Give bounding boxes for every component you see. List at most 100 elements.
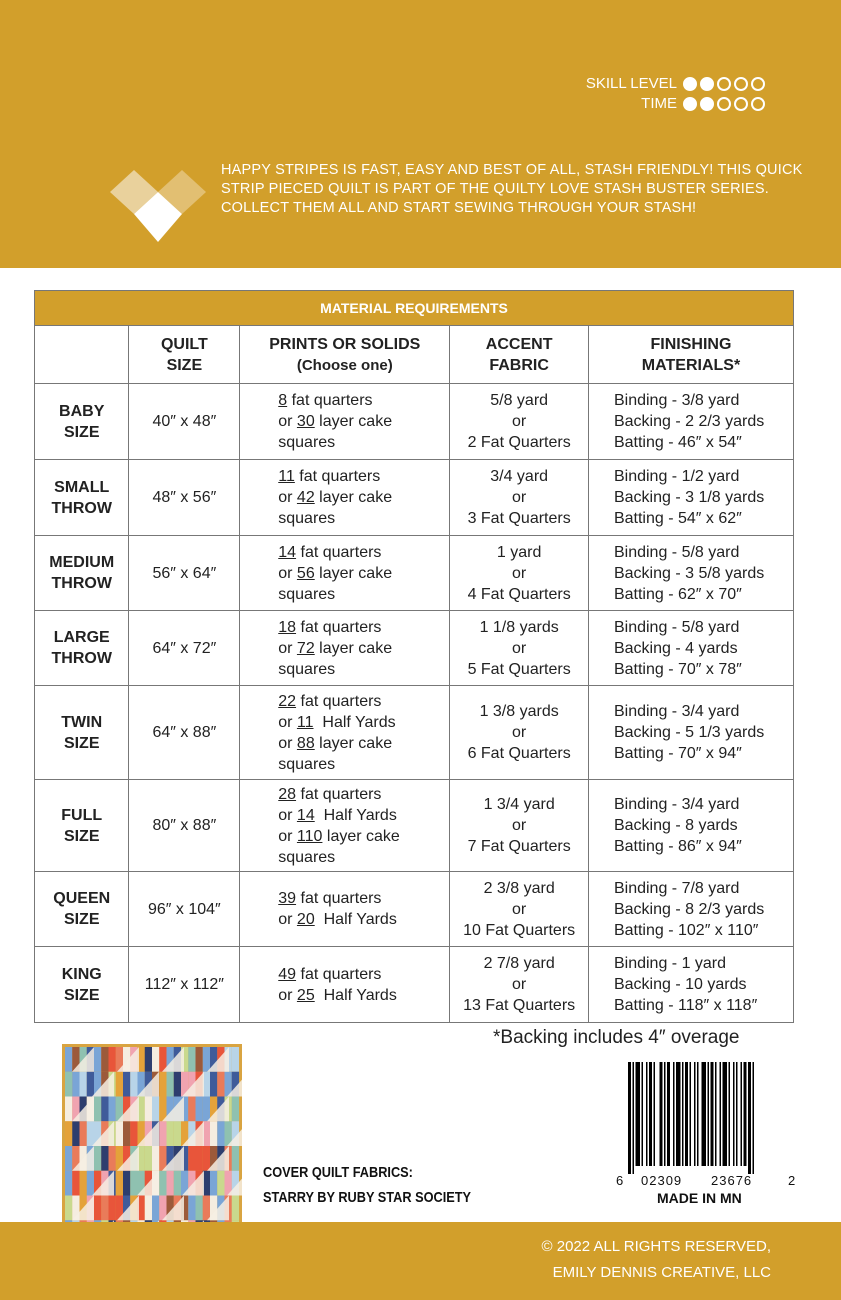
quilt-strip bbox=[94, 1047, 102, 1072]
quilt-size-cell: 48″ x 56″ bbox=[128, 459, 241, 536]
fabric-count: 11 bbox=[278, 468, 295, 485]
quilt-strip bbox=[72, 1170, 80, 1196]
cell-line: Binding - 1 yard bbox=[613, 955, 727, 972]
quilt-strip bbox=[79, 1071, 87, 1097]
table-row: MEDIUM THROW 56″ x 64″ 14 fat quarters or 56… bbox=[33, 535, 795, 611]
column-header: QUILT SIZE bbox=[128, 325, 241, 384]
quilt-strip bbox=[188, 1071, 196, 1097]
quilt-strip bbox=[166, 1195, 174, 1221]
cell-line: Backing - 3 5/8 yards bbox=[613, 564, 765, 582]
quilt-strip bbox=[72, 1121, 80, 1147]
quilt-strip bbox=[217, 1170, 225, 1196]
barcode-bar bbox=[719, 1062, 721, 1166]
quilt-strip bbox=[188, 1195, 196, 1221]
cell-text: Half Yards bbox=[314, 806, 397, 824]
column-header bbox=[33, 325, 130, 384]
quilt-strip bbox=[123, 1096, 131, 1122]
quilt-strip bbox=[72, 1047, 80, 1072]
cell-line: squares bbox=[278, 847, 449, 868]
finishing-cell: Binding - 7/8 yard Backing - 8 2/3 yards B… bbox=[587, 871, 795, 947]
quilt-strip bbox=[188, 1121, 196, 1147]
quilt-strip bbox=[224, 1071, 232, 1097]
quilt-strip bbox=[202, 1121, 211, 1147]
skill-level: SKILL LEVEL bbox=[586, 75, 765, 92]
cell-line: 5/8 yard bbox=[490, 392, 549, 409]
cell-text: Half Yards bbox=[313, 713, 396, 731]
quilt-triangle bbox=[162, 1146, 184, 1171]
barcode-bar bbox=[685, 1062, 688, 1166]
cell-line: 1 3/8 yards bbox=[479, 703, 559, 720]
size-name-cell: QUEEN SIZE bbox=[33, 871, 130, 947]
cell-line: 11 fat quarters bbox=[278, 466, 449, 487]
cell-line: or 30 layer cake bbox=[278, 411, 449, 432]
barcode-bar bbox=[646, 1062, 648, 1166]
barcode-bar bbox=[689, 1062, 691, 1166]
cell-line: THROW bbox=[51, 650, 112, 667]
cell-text: layer cake bbox=[314, 489, 393, 506]
quilt-strip bbox=[86, 1071, 95, 1097]
cell-line: squares bbox=[278, 432, 449, 453]
fabric-count: 11 bbox=[296, 713, 314, 731]
cell-line: or 88 layer cake bbox=[278, 733, 449, 754]
quilt-strip bbox=[115, 1096, 124, 1122]
filled-dot-icon bbox=[700, 76, 714, 91]
cell-line: QUEEN bbox=[53, 890, 111, 907]
fabric-count: 8 bbox=[278, 392, 288, 409]
quilt-triangle bbox=[92, 1121, 114, 1146]
cell-line: 7 Fat Quarters bbox=[467, 838, 571, 855]
cell-line: Backing - 8 yards bbox=[613, 817, 738, 834]
quilt-strip bbox=[108, 1096, 116, 1122]
barcode-bar bbox=[676, 1062, 681, 1166]
cell-text: fat quarters bbox=[296, 785, 382, 803]
column-header: FINISHING MATERIALS* bbox=[587, 325, 795, 384]
cell-line: or 11 Half Yards bbox=[278, 712, 449, 733]
fabric-count: 56 bbox=[296, 564, 315, 582]
quilt-strip bbox=[65, 1170, 73, 1196]
cell-line: Binding - 7/8 yard bbox=[613, 879, 740, 897]
quilt-strip bbox=[115, 1146, 124, 1171]
cell-line: 8 fat quarters bbox=[278, 390, 449, 411]
finishing-cell: Binding - 3/4 yard Backing - 8 yards Batti… bbox=[587, 779, 795, 872]
fabric-count: 22 bbox=[278, 692, 297, 710]
cell-line: 1 3/4 yard bbox=[483, 796, 555, 813]
finishing-cell: Binding - 1/2 yard Backing - 3 1/8 yards B… bbox=[587, 459, 795, 536]
cover-fabrics-name: STARRY BY RUBY STAR SOCIETY bbox=[263, 1189, 472, 1206]
barcode-bar bbox=[707, 1062, 709, 1166]
prints-cell: 18 fat quarters or 72 layer cake squares bbox=[239, 610, 451, 686]
quilt-strip bbox=[123, 1121, 131, 1147]
quilt-strip bbox=[152, 1146, 160, 1171]
quilt-triangle bbox=[182, 1121, 204, 1146]
cell-line: 28 fat quarters bbox=[278, 784, 449, 805]
company-name: EMILY DENNIS CREATIVE, LLC bbox=[552, 1264, 771, 1281]
cell-text: or bbox=[278, 806, 297, 824]
cell-text: or bbox=[278, 734, 297, 752]
quilt-strip bbox=[101, 1146, 109, 1171]
quilt-strip bbox=[137, 1071, 145, 1097]
cell-line: THROW bbox=[51, 499, 112, 517]
cell-line: or 25 Half Yards bbox=[278, 985, 449, 1006]
quilt-triangle bbox=[137, 1071, 159, 1097]
cell-line: 6 Fat Quarters bbox=[467, 745, 571, 762]
quilt-strip bbox=[130, 1170, 138, 1196]
cell-line: SIZE bbox=[63, 986, 100, 1004]
filled-dot-icon bbox=[700, 96, 714, 111]
prints-cell: 8 fat quarters or 30 layer cake squares bbox=[239, 383, 451, 460]
barcode-bar bbox=[743, 1062, 747, 1166]
quilt-strip bbox=[231, 1195, 240, 1221]
cell-line: 49 fat quarters bbox=[278, 964, 449, 985]
cell-text: or bbox=[278, 489, 297, 506]
quilt-strip bbox=[181, 1047, 189, 1072]
quilt-strip bbox=[130, 1071, 138, 1097]
quilt-triangle bbox=[182, 1071, 204, 1097]
finishing-cell: Binding - 3/8 yard Backing - 2 2/3 yards B… bbox=[587, 383, 795, 460]
cell-line: Binding - 5/8 yard bbox=[613, 543, 740, 561]
barcode-bar bbox=[715, 1062, 717, 1166]
cell-text: or bbox=[278, 639, 297, 657]
quilt-strip bbox=[65, 1047, 73, 1072]
time-level-dots bbox=[683, 96, 765, 111]
quilt-strip bbox=[86, 1170, 95, 1196]
quilt-strip bbox=[65, 1096, 73, 1122]
cell-line: MEDIUM bbox=[49, 554, 115, 571]
quilt-strip bbox=[195, 1146, 203, 1171]
quilt-strip bbox=[231, 1071, 240, 1097]
